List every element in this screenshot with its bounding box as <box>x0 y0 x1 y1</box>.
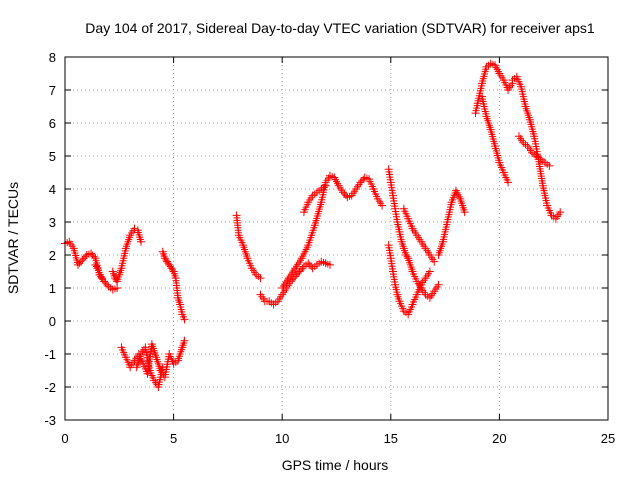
data-point-marker <box>298 264 306 272</box>
data-point-marker <box>306 261 314 269</box>
y-tick-label: 5 <box>49 149 56 164</box>
y-tick-label: -2 <box>44 380 56 395</box>
y-axis-ticks: -3 -2 -1 0 1 2 3 4 5 6 7 8 <box>44 50 608 428</box>
x-axis-ticks: 0 5 10 15 20 25 <box>61 57 615 446</box>
data-point-marker <box>169 266 177 274</box>
data-points <box>61 59 565 391</box>
data-point-marker <box>403 253 411 261</box>
y-tick-label: -1 <box>44 347 56 362</box>
data-point-marker <box>434 280 443 289</box>
plot-border <box>64 56 609 421</box>
data-point-marker <box>77 258 85 266</box>
data-point-marker <box>180 315 189 324</box>
data-point-marker <box>75 259 83 267</box>
x-tick-label: 10 <box>275 431 289 446</box>
y-tick-label: 0 <box>49 314 56 329</box>
x-tick-label: 0 <box>61 431 68 446</box>
y-tick-label: 7 <box>49 83 56 98</box>
x-tick-label: 20 <box>492 431 506 446</box>
data-point-marker <box>103 281 111 289</box>
data-point-marker <box>90 253 98 261</box>
data-point-marker <box>325 260 334 269</box>
data-point-marker <box>97 274 106 283</box>
data-point-marker <box>294 269 302 277</box>
y-tick-label: 1 <box>49 281 56 296</box>
data-point-marker <box>425 267 434 276</box>
data-point-marker <box>460 208 469 217</box>
data-point-marker <box>89 251 97 259</box>
grid-lines <box>65 57 608 420</box>
data-point-marker <box>278 284 287 292</box>
y-tick-label: -3 <box>44 413 56 428</box>
y-tick-label: 6 <box>49 116 56 131</box>
data-point-marker <box>297 266 305 274</box>
x-tick-label: 25 <box>601 431 615 446</box>
data-point-marker <box>256 274 265 283</box>
data-point-marker <box>340 190 348 198</box>
data-point-marker <box>80 254 88 262</box>
chart-title: Day 104 of 2017, Sidereal Day-to-day VTE… <box>85 20 595 36</box>
data-point-marker <box>358 177 366 185</box>
data-point-marker <box>491 61 500 70</box>
y-axis-label: SDTVAR / TECUs <box>5 182 21 294</box>
x-tick-label: 15 <box>384 431 398 446</box>
x-tick-label: 5 <box>170 431 177 446</box>
data-point-marker <box>158 363 167 372</box>
data-point-marker <box>92 263 100 271</box>
data-point-marker <box>504 178 513 187</box>
data-point-marker <box>430 257 439 266</box>
y-tick-label: 3 <box>49 215 56 230</box>
data-point-marker <box>556 208 565 217</box>
data-point-marker <box>378 201 387 210</box>
data-point-marker <box>321 181 330 190</box>
data-point-marker <box>180 336 189 345</box>
data-point-marker <box>545 161 554 170</box>
data-point-marker <box>102 279 110 287</box>
data-point-marker <box>451 186 460 195</box>
data-point-marker <box>330 173 339 182</box>
data-point-marker <box>284 274 293 283</box>
data-point-marker <box>137 237 146 246</box>
data-point-marker <box>291 264 300 273</box>
data-point-marker <box>130 224 139 233</box>
y-tick-label: 4 <box>49 182 56 197</box>
y-tick-label: 8 <box>49 50 56 65</box>
data-point-marker <box>81 253 89 261</box>
data-point-marker <box>97 272 105 280</box>
data-point-marker <box>293 271 301 279</box>
y-tick-label: 2 <box>49 248 56 263</box>
x-axis-label: GPS time / hours <box>282 457 389 473</box>
